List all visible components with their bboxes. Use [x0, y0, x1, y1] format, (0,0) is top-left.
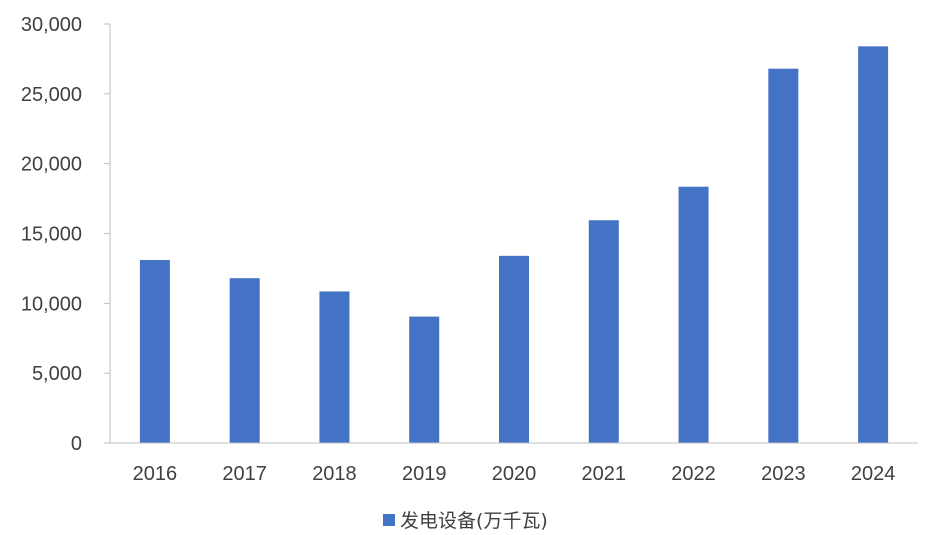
y-axis: 0 5,000 10,000 15,000 20,000 25,000 30,000 [21, 14, 111, 455]
legend-label: 发电设备(万千瓦) [400, 510, 548, 532]
bar-2022 [678, 186, 709, 443]
bar-2021 [588, 220, 619, 443]
bars [139, 46, 889, 444]
bar-2024 [858, 46, 889, 443]
bar-2020 [499, 255, 529, 443]
bar-2016 [139, 260, 170, 443]
bar-2019 [409, 316, 440, 443]
x-tick-label: 2016 [133, 463, 178, 485]
legend: 发电设备(万千瓦) [383, 510, 548, 532]
bar-2018 [319, 291, 350, 443]
legend-swatch [383, 514, 395, 526]
y-tick-label: 0 [71, 433, 82, 455]
x-tick-label: 2019 [402, 463, 447, 485]
y-tick-label: 25,000 [21, 84, 82, 106]
bar-2023 [768, 68, 799, 444]
x-tick-label: 2022 [671, 463, 716, 485]
x-tick-label: 2023 [761, 463, 806, 485]
y-tick-label: 15,000 [21, 224, 82, 246]
y-tick-label: 30,000 [21, 14, 82, 36]
y-tick-label: 20,000 [21, 154, 82, 176]
x-tick-label: 2017 [222, 463, 267, 485]
x-tick-label: 2020 [492, 463, 537, 485]
x-tick-label: 2024 [851, 463, 896, 485]
x-tick-label: 2018 [312, 463, 357, 485]
bar-2017 [229, 278, 260, 443]
x-tick-label: 2021 [582, 463, 627, 485]
y-tick-label: 5,000 [32, 363, 82, 385]
y-tick-label: 10,000 [21, 293, 82, 315]
x-axis: 2016 2017 2018 2019 2020 2021 2022 2023 2024 [110, 442, 918, 485]
